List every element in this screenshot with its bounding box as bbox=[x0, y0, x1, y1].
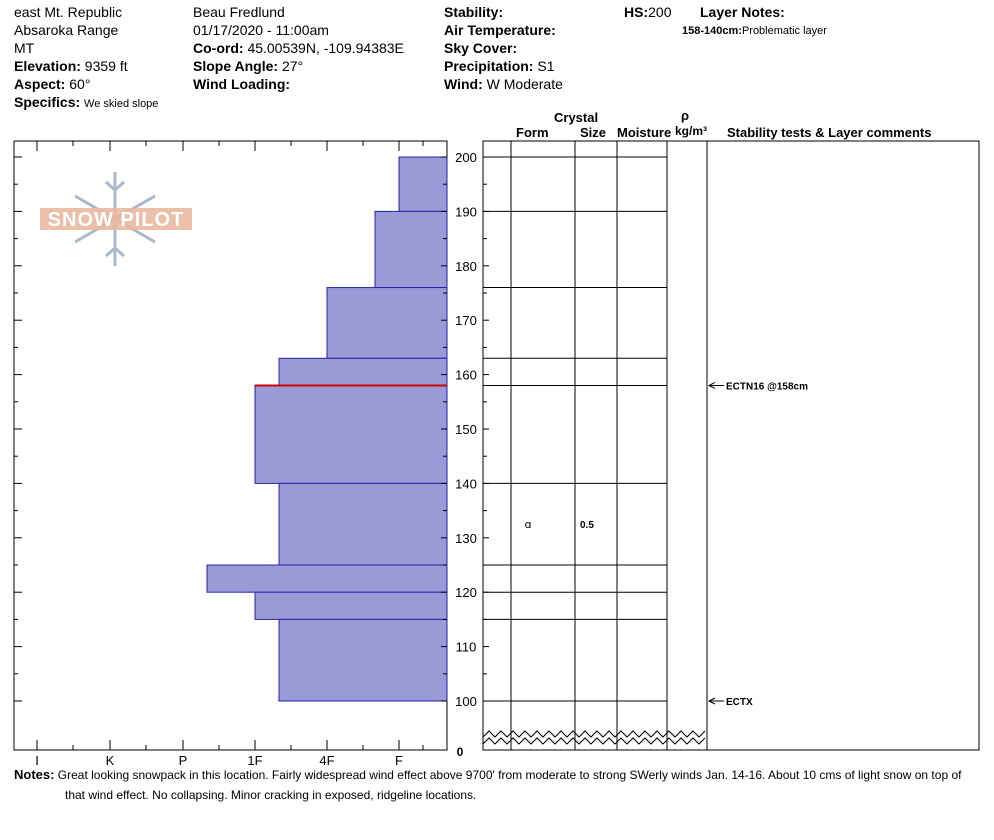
notes-label: Notes: bbox=[14, 767, 55, 782]
crystal-size-value: 0.5 bbox=[580, 520, 594, 531]
observer: Beau Fredlund bbox=[193, 4, 285, 20]
elevation: Elevation: 9359 ft bbox=[14, 57, 128, 75]
range: Absaroka Range bbox=[14, 22, 119, 38]
precipitation: Precipitation: S1 bbox=[444, 57, 554, 75]
axis-break-zigzag bbox=[482, 730, 706, 738]
sky-cover-label: Sky Cover: bbox=[444, 40, 518, 56]
hardness-layer-bar bbox=[398, 156, 448, 212]
hardness-layer-bar bbox=[278, 618, 448, 702]
col-stability: Stability tests & Layer comments bbox=[727, 125, 932, 140]
height-tick-label: 110 bbox=[456, 640, 477, 655]
col-form: Form bbox=[516, 125, 549, 140]
height-tick-label: 190 bbox=[455, 204, 477, 219]
hardness-tick-label: P bbox=[179, 753, 188, 768]
wind-loading-label: Wind Loading: bbox=[193, 76, 291, 92]
stability-test-label: ECTX bbox=[726, 697, 753, 708]
specifics-label: Specifics: bbox=[14, 94, 81, 110]
hardness-axis: I K P 1F 4F F bbox=[35, 141, 424, 768]
slope-label: Slope Angle: bbox=[193, 58, 279, 74]
location: east Mt. Republic bbox=[14, 4, 123, 20]
height-tick-label: 100 bbox=[455, 694, 477, 709]
hardness-layers bbox=[206, 156, 448, 702]
logo-text: SNOW PILOT bbox=[48, 209, 185, 231]
hardness-tick-label: I bbox=[35, 753, 39, 768]
stability-label: Stability: bbox=[444, 4, 504, 20]
height-tick-label: 160 bbox=[455, 368, 477, 383]
precip-label: Precipitation: bbox=[444, 58, 534, 74]
col-crystal: Crystal bbox=[554, 110, 599, 125]
height-tick-label: 130 bbox=[455, 531, 477, 546]
hardness-tick-label: F bbox=[395, 753, 403, 768]
hardness-layer-bar bbox=[278, 482, 448, 566]
coord-value: 45.00539N, -109.94383E bbox=[247, 40, 404, 56]
height-tick-label: 200 bbox=[455, 150, 477, 165]
slope-value: 27° bbox=[281, 58, 304, 74]
layer-notes-label: Layer Notes: bbox=[700, 4, 785, 20]
height-tick-label: 150 bbox=[455, 422, 477, 437]
slope-angle: Slope Angle: 27° bbox=[193, 57, 303, 75]
height-tick-label: 140 bbox=[455, 476, 477, 491]
wind-value: W Moderate bbox=[486, 76, 563, 92]
layer-table-frame bbox=[482, 140, 980, 751]
snow-pilot-logo: SNOW PILOT bbox=[40, 208, 192, 231]
layer-note-range: 158-140cm: bbox=[682, 25, 742, 37]
wind: Wind: W Moderate bbox=[444, 75, 563, 93]
layer-note: 158-140cm:Problematic layer bbox=[682, 22, 827, 40]
specifics: Specifics: We skied slope bbox=[14, 93, 158, 113]
col-density-unit: kg/m³ bbox=[675, 124, 708, 138]
height-tick-label: 170 bbox=[455, 313, 477, 328]
hardness-layer-bar bbox=[278, 357, 448, 386]
wind-label: Wind: bbox=[444, 76, 483, 92]
hardness-layer-bar bbox=[374, 210, 448, 289]
axis-break-zigzag bbox=[482, 737, 706, 745]
hardness-layer-bar bbox=[206, 564, 448, 593]
state: MT bbox=[14, 40, 35, 56]
aspect: Aspect: 60° bbox=[14, 75, 90, 93]
layer-table: ɑ 0.5 ECTN16 @158cm ECTX bbox=[482, 141, 808, 750]
coordinates: Co-ord: 45.00539N, -109.94383E bbox=[193, 39, 404, 57]
hs-value: 200 bbox=[648, 4, 672, 20]
height-tick-label: 120 bbox=[455, 585, 477, 600]
height-tick-label: 180 bbox=[455, 259, 477, 274]
air-temp-label: Air Temperature: bbox=[444, 22, 556, 38]
stability-arrow-icon bbox=[707, 697, 716, 705]
aspect-label: Aspect: bbox=[14, 76, 66, 92]
height-zero-label: 0 bbox=[457, 745, 464, 759]
aspect-value: 60° bbox=[69, 76, 91, 92]
stability-arrow-icon bbox=[707, 382, 716, 389]
elevation-label: Elevation: bbox=[14, 58, 81, 74]
height-axis: 200 190 180 170 160 150 140 130 120 110 100 0 bbox=[14, 150, 489, 759]
specifics-value: We skied slope bbox=[84, 98, 159, 110]
hardness-tick-label: K bbox=[106, 753, 115, 768]
hardness-tick-label: 1F bbox=[247, 753, 262, 768]
coord-label: Co-ord: bbox=[193, 40, 244, 56]
col-moisture: Moisture bbox=[617, 125, 672, 140]
datetime: 01/17/2020 - 11:00am bbox=[193, 22, 329, 38]
notes: Notes: Great looking snowpack in this lo… bbox=[14, 766, 961, 784]
hs: HS:200 bbox=[624, 3, 671, 21]
precip-value: S1 bbox=[537, 58, 555, 74]
col-size: Size bbox=[580, 125, 607, 140]
col-rho: ρ bbox=[681, 108, 690, 123]
hardness-layer-bar bbox=[326, 287, 448, 359]
layer-note-text: Problematic layer bbox=[741, 25, 827, 37]
elevation-value: 9359 ft bbox=[84, 58, 128, 74]
hardness-layer-bar bbox=[254, 384, 448, 484]
hardness-tick-label: 4F bbox=[319, 753, 334, 768]
hardness-layer-bar bbox=[254, 591, 448, 620]
notes-line1: Great looking snowpack in this location.… bbox=[57, 768, 962, 782]
crystal-form-symbol: ɑ bbox=[525, 518, 532, 531]
hs-label: HS: bbox=[624, 4, 649, 20]
stability-test-label: ECTN16 @158cm bbox=[726, 381, 808, 392]
notes-line2: that wind effect. No collapsing. Minor c… bbox=[65, 788, 477, 802]
